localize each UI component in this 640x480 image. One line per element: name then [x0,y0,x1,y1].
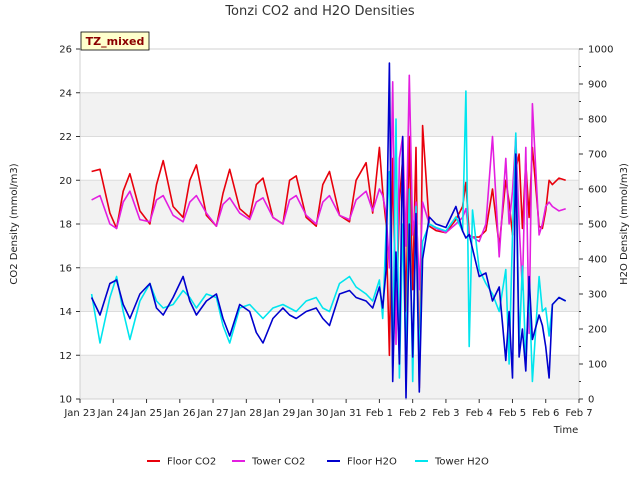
x-tick-label: Feb 5 [499,408,526,419]
badge-box [80,31,150,51]
series-line-tower-h2o [90,90,567,383]
y-right-tick-label: 800 [588,115,607,126]
x-tick-label: Feb 3 [432,408,459,419]
x-tick-label: Feb 2 [399,408,426,419]
legend-label: Tower CO2 [251,457,305,468]
y-right-tick-label: 0 [588,395,594,406]
x-tick-label: Feb 1 [366,408,393,419]
legend: Floor CO2 Tower CO2 Floor H2O Tower H2O [147,457,489,468]
series-layer [90,62,567,400]
x-tick-label: Feb 7 [565,408,592,419]
y-right-tick-label: 300 [588,290,607,301]
y-left-tick-label: 20 [59,176,72,187]
y-right-tick-label: 100 [588,360,607,371]
y-left-tick-label: 26 [59,45,72,56]
y-right-tick-label: 900 [588,80,607,91]
badge: TZ_mixed [80,31,150,51]
y-left-tick-label: 14 [59,307,72,318]
x-tick-label: Jan 25 [130,408,162,419]
x-tick-label: Jan 26 [163,408,195,419]
legend-label: Floor H2O [347,457,397,468]
background-band [80,355,579,399]
y-right-tick-label: 700 [588,150,607,161]
background-bands [80,92,579,399]
x-tick-label: Jan 23 [63,408,95,419]
x-tick-label: Jan 24 [97,408,129,419]
x-tick-label: Feb 6 [532,408,559,419]
y-left-tick-label: 18 [59,220,72,231]
y-left-tick-label: 22 [59,132,72,143]
x-tick-label: Jan 31 [329,408,361,419]
x-tick-label: Feb 4 [466,408,493,419]
legend-label: Floor CO2 [167,457,216,468]
y-right-tick-label: 1000 [588,45,613,56]
x-axis-label: Time [553,425,578,436]
chart-title: Tonzi CO2 and H2O Densities [224,4,415,19]
x-tick-label: Jan 27 [196,408,228,419]
y-left-tick-label: 16 [59,263,72,274]
x-tick-label: Jan 30 [296,408,328,419]
y-axis-label-right: H2O Density (mmol/m3) [619,163,630,285]
background-band [80,92,579,137]
y-left-tick-label: 10 [59,395,72,406]
y-left-tick-label: 24 [59,88,72,99]
y-left-tick-label: 12 [59,351,72,362]
badge-label: TZ_mixed [86,35,145,48]
series-line-floor-h2o [90,62,567,400]
y-right-tick-label: 600 [588,185,607,196]
y-right-tick-label: 400 [588,255,607,266]
y-right-tick-label: 200 [588,325,607,336]
x-tick-label: Jan 28 [230,408,262,419]
legend-label: Tower H2O [434,457,489,468]
x-tick-label: Jan 29 [263,408,295,419]
y-right-tick-label: 500 [588,220,607,231]
axes: 10 12 14 16 18 20 22 24 26 0 100 200 300 400 500 600 700… [59,45,613,420]
y-axis-label-left: CO2 Density (mmol/m3) [9,163,20,284]
series-line-tower-co2 [91,74,566,346]
